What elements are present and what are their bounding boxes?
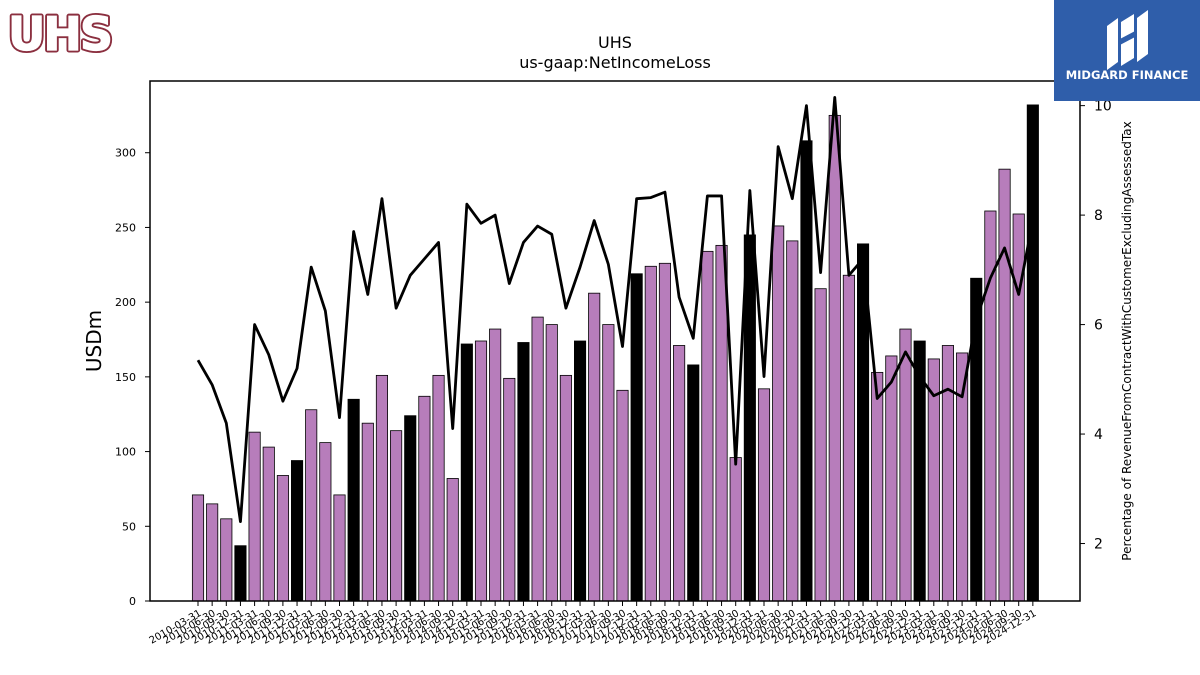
- bar-2020-12-31: [800, 140, 813, 602]
- right-axis: 2 4 6 8 10: [1080, 99, 1112, 553]
- y2-tick-label: 8: [1094, 208, 1103, 224]
- bar-2013-03-31: [361, 422, 374, 602]
- bar-2019-06-30: [715, 244, 728, 602]
- bar-2021-03-31: [814, 288, 827, 602]
- bar-2017-03-31: [588, 292, 601, 602]
- bar-2015-09-30: [503, 377, 516, 602]
- y-tick-label: 0: [129, 595, 136, 608]
- bar-2016-09-30: [559, 374, 572, 602]
- bar-2011-12-31: [290, 460, 304, 602]
- bar-2012-12-31: [347, 398, 360, 602]
- bar-2016-06-30: [545, 324, 558, 602]
- y2-tick-label: 10: [1094, 99, 1112, 115]
- bar-2023-06-30: [941, 345, 954, 602]
- bar-2019-03-31: [701, 250, 714, 602]
- bar-2024-06-30: [998, 168, 1011, 602]
- y2-tick-label: 6: [1094, 318, 1103, 334]
- uhs-logo-mark: UHS UHS: [6, 5, 116, 64]
- svg-text:UHS: UHS: [8, 7, 111, 60]
- bar-2010-03-31: [191, 494, 205, 602]
- bar-2020-06-30: [772, 225, 785, 602]
- bar-2024-12-31: [1026, 104, 1039, 602]
- bar-2015-06-30: [489, 328, 502, 602]
- line-group: [196, 96, 1035, 524]
- x-axis: 2010-03-312010-06-302010-09-302010-12-31…: [148, 601, 1038, 647]
- bar-2010-12-31: [234, 545, 247, 602]
- y-tick-label: 50: [122, 520, 136, 533]
- bar-2013-12-31: [404, 415, 417, 602]
- bar-2020-03-31: [757, 388, 771, 602]
- bar-2014-03-31: [418, 395, 431, 602]
- y-tick-label: 250: [115, 221, 136, 234]
- bar-2011-03-31: [248, 431, 261, 602]
- bar-2014-09-30: [446, 478, 459, 602]
- chart-title: UHS: [598, 33, 632, 52]
- bar-2010-06-30: [206, 503, 219, 602]
- bar-2022-03-31: [871, 371, 884, 602]
- percentage-line: [196, 96, 1035, 524]
- bar-2013-06-30: [375, 374, 388, 602]
- y-axis-label: USDm: [82, 310, 106, 372]
- bar-2015-03-31: [474, 340, 488, 602]
- y2-tick-label: 2: [1094, 537, 1103, 553]
- left-axis: 0 50 100 150 200 250 300: [115, 147, 150, 608]
- bar-2016-03-31: [531, 316, 544, 602]
- bar-2017-06-30: [602, 324, 615, 602]
- bar-2011-09-30: [276, 475, 289, 602]
- y-tick-label: 100: [115, 446, 136, 459]
- bar-group: [191, 104, 1039, 602]
- y2-tick-label: 4: [1094, 427, 1103, 443]
- uhs-logo: UHS UHS: [6, 4, 124, 64]
- bar-2014-06-30: [432, 374, 445, 602]
- bar-2016-12-31: [574, 340, 587, 602]
- bar-2012-09-30: [333, 494, 346, 602]
- bar-2022-06-30: [885, 355, 898, 602]
- y-tick-label: 300: [115, 147, 136, 160]
- bar-2015-12-31: [517, 342, 530, 602]
- bar-2018-06-30: [658, 262, 671, 602]
- bar-2018-09-30: [673, 345, 686, 602]
- bar-2012-03-31: [305, 409, 318, 602]
- plot-frame: [149, 80, 1081, 602]
- midgard-finance-text: MIDGARD FINANCE: [1065, 68, 1189, 82]
- bar-2019-09-30: [729, 457, 742, 602]
- y2-axis-label: Percentage of RevenueFromContractWithCus…: [1120, 121, 1134, 560]
- bar-2017-09-30: [616, 389, 629, 602]
- midgard-finance-logo: MIDGARD FINANCE: [1054, 0, 1200, 101]
- chart-subtitle: us-gaap:NetIncomeLoss: [519, 53, 711, 72]
- midgard-emblem-icon: [1107, 10, 1148, 70]
- bar-2012-06-30: [319, 442, 332, 602]
- bar-2010-09-30: [220, 518, 233, 602]
- bar-2021-06-30: [828, 114, 841, 602]
- bar-2020-09-30: [786, 240, 799, 602]
- bar-2011-06-30: [262, 446, 275, 602]
- y-tick-label: 150: [115, 371, 136, 384]
- y-tick-label: 200: [115, 296, 136, 309]
- svg-text:UHS: UHS: [8, 7, 111, 60]
- bar-2013-09-30: [390, 430, 403, 602]
- bar-2017-12-31: [630, 273, 643, 602]
- bar-2018-03-31: [644, 265, 657, 602]
- bar-2021-09-30: [842, 274, 855, 602]
- bar-2022-09-30: [899, 328, 912, 602]
- bar-2018-12-31: [687, 364, 700, 602]
- bar-2014-12-31: [460, 343, 473, 602]
